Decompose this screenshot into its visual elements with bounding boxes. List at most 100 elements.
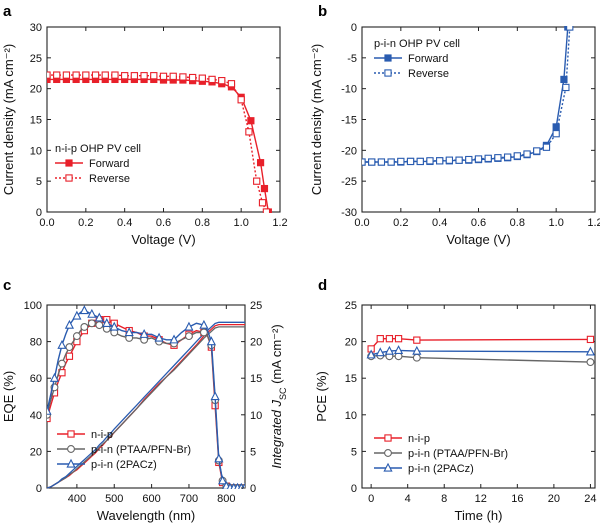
x-axis-label: Voltage (V): [131, 232, 195, 247]
data-point-reverse: [262, 208, 271, 213]
legend-label: n-i-p: [408, 433, 430, 445]
data-point-p-i-n-ptaa-pfn-br-: [412, 353, 421, 362]
x-tick-label: 0.4: [117, 217, 132, 229]
data-point-p-i-n-2pacz-: [57, 339, 67, 349]
data-point-p-i-n-2pacz-: [184, 321, 194, 331]
data-point-reverse: [47, 71, 51, 79]
y-tick-label: 40: [30, 410, 42, 422]
data-point-p-i-n-2pacz-: [217, 475, 228, 485]
y2-label-unit: (mA cm⁻²): [269, 324, 284, 387]
data-point-reverse: [91, 71, 100, 79]
data-point-reverse: [237, 96, 245, 104]
y-tick-label: 15: [345, 373, 357, 385]
integrated-line-p-i-n-ptaa-pfn-br-: [47, 326, 245, 489]
data-point-p-i-n-2pacz-: [109, 321, 119, 331]
y-tick-label: 60: [30, 373, 42, 385]
data-point-reverse: [397, 157, 405, 166]
y2-label-main: Integrated J: [269, 400, 284, 469]
y-tick-label: 80: [30, 337, 42, 349]
panel-letter-b: b: [318, 3, 327, 20]
data-point-reverse: [130, 72, 139, 80]
data-point-p-i-n-ptaa-pfn-br-: [87, 319, 96, 328]
data-point-p-i-n-2pacz-: [169, 334, 179, 344]
y-tick-label: 0: [351, 22, 357, 34]
panel-a: a 0.0 0.2 0.4 0.6 0.8 1.0 1.2 0 5 10 15 20 25 30 Voltag…: [1, 3, 288, 247]
data-point-forward: [256, 159, 265, 167]
data-point-p-i-n-2pacz-: [206, 336, 216, 346]
y-tick-label: 20: [345, 337, 357, 349]
data-point-p-i-n-2pacz-: [139, 328, 149, 338]
y-tick-label: 10: [345, 410, 357, 422]
data-point-p-i-n-2pacz-: [64, 319, 75, 329]
data-point-p-i-n-ptaa-pfn-br-: [65, 343, 74, 352]
panel-letter-a: a: [3, 3, 12, 20]
y-axis-label: PCE (%): [314, 371, 329, 422]
data-point-reverse: [179, 73, 187, 81]
legend-d: n-i-p p-i-n (PTAA/PFN-Br) p-i-n (2PACz): [374, 433, 508, 475]
data-point-reverse: [253, 177, 261, 185]
x-tick-label: 0.6: [156, 217, 171, 229]
panel-d: d 0 4 8 12 16 20 24 0 5 10 15 20 25 Time (h) PCE (%) n-i…: [314, 277, 597, 523]
data-point-p-i-n-2pacz-: [154, 332, 164, 342]
data-point-reverse: [208, 75, 216, 84]
data-point-p-i-n-2pacz-: [94, 312, 104, 322]
data-point-reverse: [474, 155, 483, 163]
y-axis-label: EQE (%): [1, 371, 16, 422]
data-point-reverse: [387, 158, 395, 166]
x-tick-label: 1.2: [587, 217, 600, 229]
legend-swatch-marker: [67, 430, 75, 438]
data-point-reverse: [455, 156, 463, 164]
y-axis-label: Current density (mA cm⁻²): [1, 44, 16, 195]
data-point-reverse: [159, 72, 168, 80]
data-point-reverse: [368, 158, 376, 166]
plot-area: [362, 26, 574, 166]
data-point-reverse: [62, 71, 71, 79]
x-axis-label: Wavelength (nm): [97, 508, 196, 523]
data-point-reverse: [542, 143, 551, 151]
legend-swatch-marker: [383, 462, 393, 472]
panel-b: b 0.0 0.2 0.4 0.6 0.8 1.0 1.2 -30 -25 -20 -15 -10 -5 0…: [309, 3, 600, 247]
data-point-reverse: [245, 128, 253, 136]
data-point-reverse: [494, 154, 502, 162]
data-point-p-i-n-2pacz-: [72, 310, 82, 320]
data-point-reverse: [188, 73, 197, 82]
data-point-p-i-n-ptaa-pfn-br-: [80, 323, 89, 331]
y-tick-label: 5: [36, 176, 42, 188]
x-tick-label: 24: [584, 493, 596, 505]
data-point-reverse: [552, 130, 560, 138]
x-axis-label: Time (h): [455, 508, 503, 523]
x-tick-label: 0.2: [393, 217, 408, 229]
legend-label: p-i-n (PTAA/PFN-Br): [408, 448, 508, 460]
data-point-n-i-p: [376, 335, 384, 343]
data-point-p-i-n-ptaa-pfn-br-: [95, 321, 104, 330]
y-tick-label: 5: [351, 446, 357, 458]
x-tick-label: 0.4: [432, 217, 447, 229]
data-point-reverse: [258, 199, 267, 207]
data-point-p-i-n-ptaa-pfn-br-: [57, 359, 66, 368]
y-tick-label: 25: [30, 53, 42, 65]
data-point-p-i-n-2pacz-: [87, 308, 97, 318]
y-tick-label: 0: [36, 483, 42, 495]
legend-swatch-marker: [384, 69, 392, 77]
plot-frame: [46, 26, 281, 213]
x-tick-label: 600: [142, 493, 160, 505]
y-tick-label: 20: [30, 446, 42, 458]
data-point-n-i-p: [413, 336, 421, 344]
series-line-p-i-n-ptaa-pfn-br-: [371, 354, 591, 363]
data-point-p-i-n-2pacz-: [199, 319, 209, 329]
data-point-p-i-n-ptaa-pfn-br-: [586, 358, 595, 367]
data-point-p-i-n-2pacz-: [79, 305, 89, 315]
data-point-reverse: [101, 71, 109, 79]
y-axis-label: Current density (mA cm⁻²): [309, 44, 324, 195]
legend-label: p-i-n (2PACz): [408, 463, 474, 475]
legend-swatch-marker: [65, 174, 73, 182]
y2-label-sub: SC: [278, 387, 288, 400]
data-point-reverse: [82, 71, 90, 79]
data-point-reverse: [406, 157, 415, 166]
y-tick-label: 0: [36, 207, 42, 219]
x-tick-label: 0.8: [195, 217, 210, 229]
legend-swatch-marker: [384, 449, 392, 457]
data-point-reverse: [566, 26, 574, 31]
y-tick-label: 25: [345, 300, 357, 312]
data-point-p-i-n-2pacz-: [384, 345, 395, 355]
